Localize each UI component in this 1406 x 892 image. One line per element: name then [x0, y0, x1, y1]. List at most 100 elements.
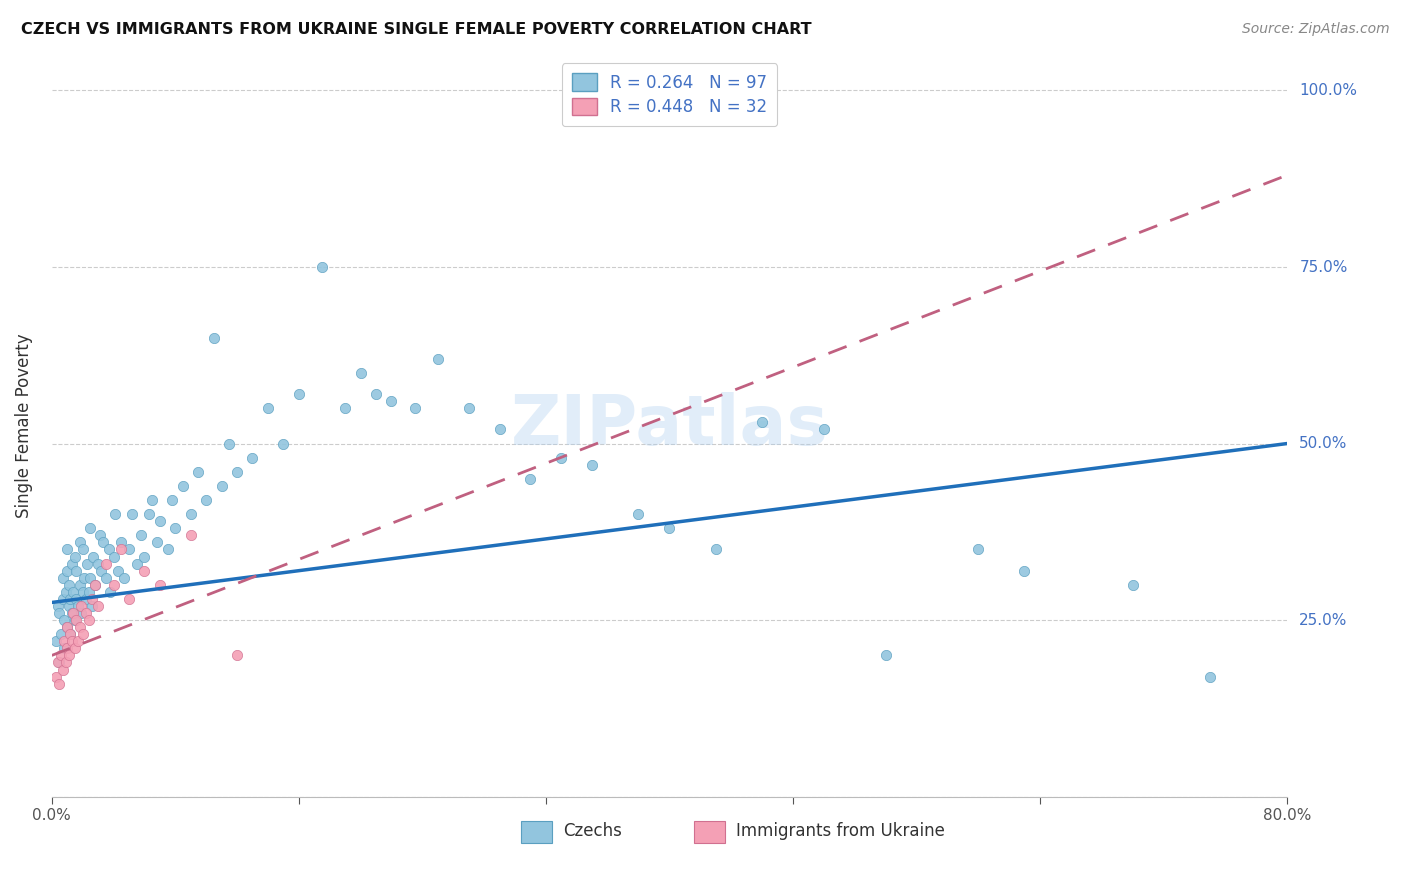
Point	[49, 627, 72, 641]
Point	[658, 521, 681, 535]
Point	[242, 450, 264, 465]
Point	[1122, 578, 1144, 592]
Point	[257, 401, 280, 416]
Point	[145, 535, 167, 549]
Point	[48, 676, 70, 690]
Text: CZECH VS IMMIGRANTS FROM UKRAINE SINGLE FEMALE POVERTY CORRELATION CHART: CZECH VS IMMIGRANTS FROM UKRAINE SINGLE …	[21, 22, 811, 37]
Point	[110, 535, 132, 549]
Point	[56, 620, 79, 634]
Point	[380, 394, 402, 409]
Point	[75, 591, 97, 606]
Point	[79, 521, 101, 535]
Point	[100, 585, 122, 599]
Point	[226, 648, 249, 663]
Text: 100.0%: 100.0%	[1299, 83, 1357, 98]
Point	[104, 507, 127, 521]
Point	[180, 507, 202, 521]
Point	[89, 528, 111, 542]
Point	[112, 571, 135, 585]
Point	[55, 585, 77, 599]
Point	[1014, 564, 1036, 578]
Point	[69, 620, 91, 634]
Point	[77, 585, 100, 599]
Point	[121, 507, 143, 521]
Point	[125, 557, 148, 571]
Point	[627, 507, 650, 521]
Point	[180, 528, 202, 542]
Point	[46, 656, 69, 670]
Point	[45, 670, 67, 684]
Point	[110, 542, 132, 557]
Point	[55, 656, 77, 670]
Point	[66, 634, 89, 648]
Point	[333, 401, 356, 416]
Point	[48, 606, 70, 620]
Point	[53, 613, 76, 627]
Point	[69, 578, 91, 592]
Point	[59, 627, 82, 641]
Point	[80, 599, 103, 613]
Text: 25.0%: 25.0%	[1299, 613, 1348, 628]
Point	[63, 641, 86, 656]
Point	[103, 578, 125, 592]
Point	[51, 663, 73, 677]
Point	[75, 606, 97, 620]
Point	[59, 591, 82, 606]
Point	[211, 479, 233, 493]
Text: Czechs: Czechs	[564, 822, 623, 839]
Point	[202, 331, 225, 345]
Point	[65, 613, 87, 627]
Y-axis label: Single Female Poverty: Single Female Poverty	[15, 334, 32, 518]
Point	[84, 578, 107, 592]
Point	[172, 479, 194, 493]
Point	[70, 599, 93, 613]
Point	[288, 387, 311, 401]
Point	[550, 450, 572, 465]
Point	[94, 571, 117, 585]
Point	[149, 514, 172, 528]
Point	[87, 599, 110, 613]
Point	[73, 571, 96, 585]
Point	[72, 585, 94, 599]
Point	[149, 578, 172, 592]
Point	[63, 549, 86, 564]
Point	[160, 493, 183, 508]
Point	[59, 627, 82, 641]
Point	[80, 591, 103, 606]
Point	[156, 542, 179, 557]
Point	[72, 627, 94, 641]
Point	[457, 401, 479, 416]
Point	[141, 493, 163, 508]
Point	[53, 641, 76, 656]
Point	[118, 542, 141, 557]
Point	[581, 458, 603, 472]
Point	[704, 542, 727, 557]
Point	[226, 465, 249, 479]
Point	[62, 606, 84, 620]
Point	[94, 557, 117, 571]
Point	[56, 542, 79, 557]
Point	[70, 606, 93, 620]
Point	[82, 549, 104, 564]
Point	[49, 648, 72, 663]
Point	[97, 542, 120, 557]
Point	[488, 422, 510, 436]
Text: 50.0%: 50.0%	[1299, 436, 1348, 451]
Point	[77, 613, 100, 627]
Point	[165, 521, 187, 535]
Point	[426, 351, 449, 366]
Point	[1198, 670, 1220, 684]
Text: Immigrants from Ukraine: Immigrants from Ukraine	[737, 822, 945, 839]
Point	[87, 557, 110, 571]
Text: 75.0%: 75.0%	[1299, 260, 1348, 275]
Point	[72, 542, 94, 557]
Point	[62, 585, 84, 599]
Point	[66, 599, 89, 613]
Point	[349, 366, 371, 380]
Point	[69, 535, 91, 549]
Point	[63, 613, 86, 627]
Point	[519, 472, 541, 486]
Point	[90, 564, 112, 578]
Point	[65, 591, 87, 606]
Point	[58, 578, 80, 592]
